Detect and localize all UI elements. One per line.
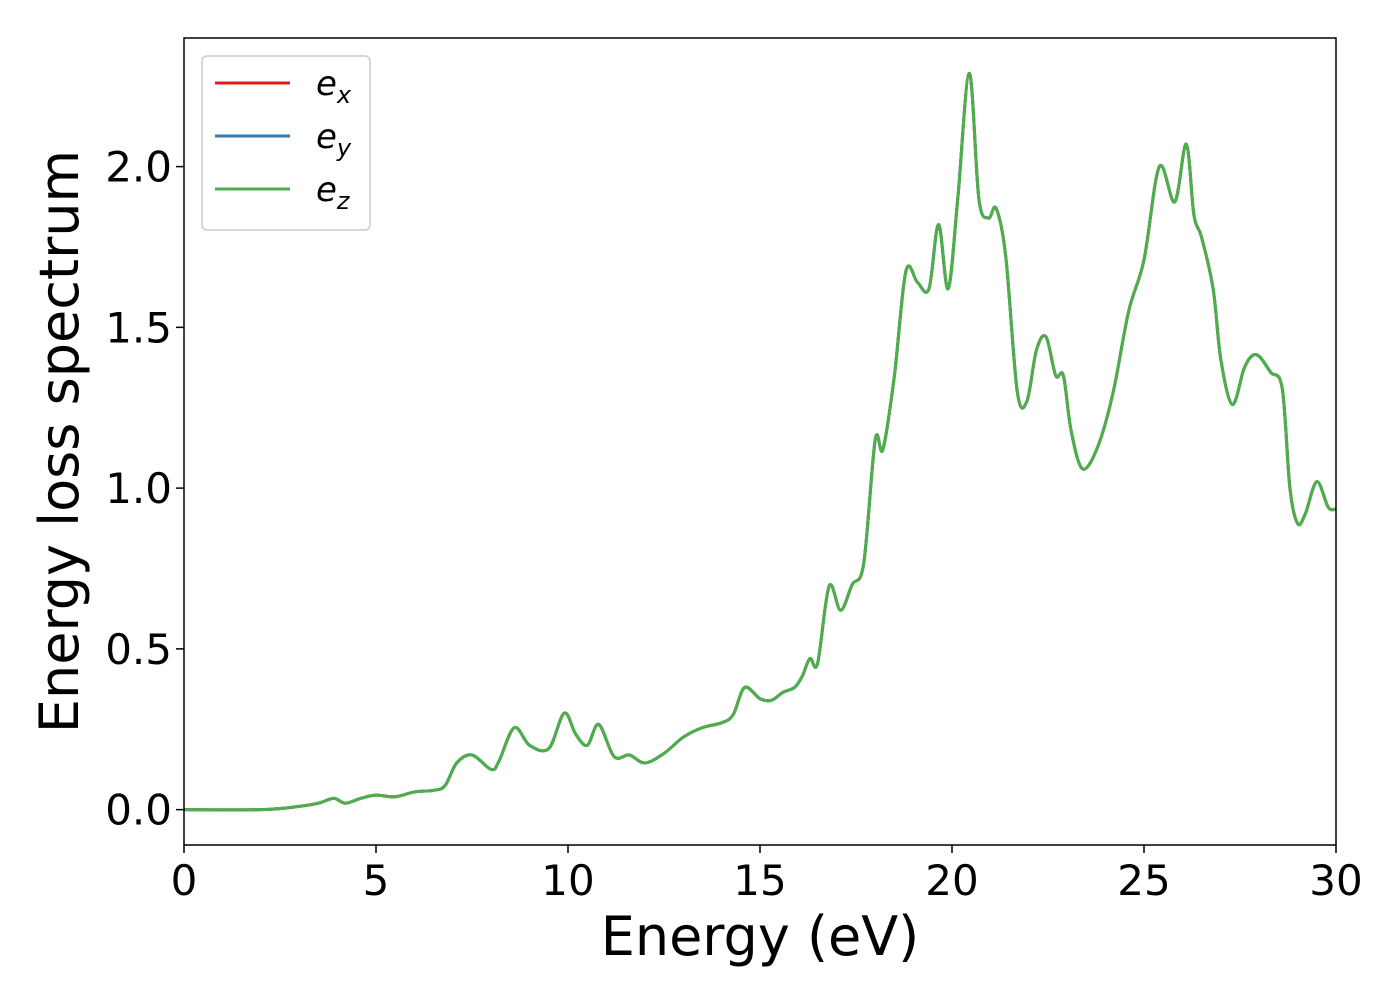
y-tick-label: 2.0 bbox=[105, 143, 172, 192]
x-tick-label: 0 bbox=[171, 856, 198, 905]
x-axis: 0 5 10 15 20 25 30 bbox=[171, 845, 1363, 905]
y-tick-label: 0.0 bbox=[105, 786, 172, 835]
x-axis-label: Energy (eV) bbox=[601, 905, 920, 968]
y-tick-label: 0.5 bbox=[105, 625, 172, 674]
x-tick-label: 5 bbox=[363, 856, 390, 905]
plot-series bbox=[184, 71, 1336, 812]
y-tick-label: 1.5 bbox=[105, 303, 172, 352]
x-tick-label: 15 bbox=[733, 856, 786, 905]
plot-frame bbox=[183, 37, 1337, 846]
x-tick-label: 20 bbox=[925, 856, 978, 905]
legend: ex ey ez bbox=[201, 55, 371, 231]
y-tick-label: 1.0 bbox=[105, 464, 172, 513]
x-tick-label: 10 bbox=[541, 856, 594, 905]
legend-items: ex ey ez bbox=[215, 64, 352, 215]
series-line-e-z bbox=[184, 71, 1336, 812]
legend-label-e-y: ey bbox=[316, 117, 352, 162]
x-tick-label: 25 bbox=[1117, 856, 1170, 905]
y-axis-label: Energy loss spectrum bbox=[28, 150, 91, 733]
x-tick-label: 30 bbox=[1309, 856, 1362, 905]
legend-box bbox=[201, 55, 371, 231]
legend-label-e-x: ex bbox=[316, 64, 352, 109]
legend-label-e-z: ez bbox=[316, 170, 351, 215]
y-axis: 0.0 0.5 1.0 1.5 2.0 bbox=[105, 143, 184, 835]
